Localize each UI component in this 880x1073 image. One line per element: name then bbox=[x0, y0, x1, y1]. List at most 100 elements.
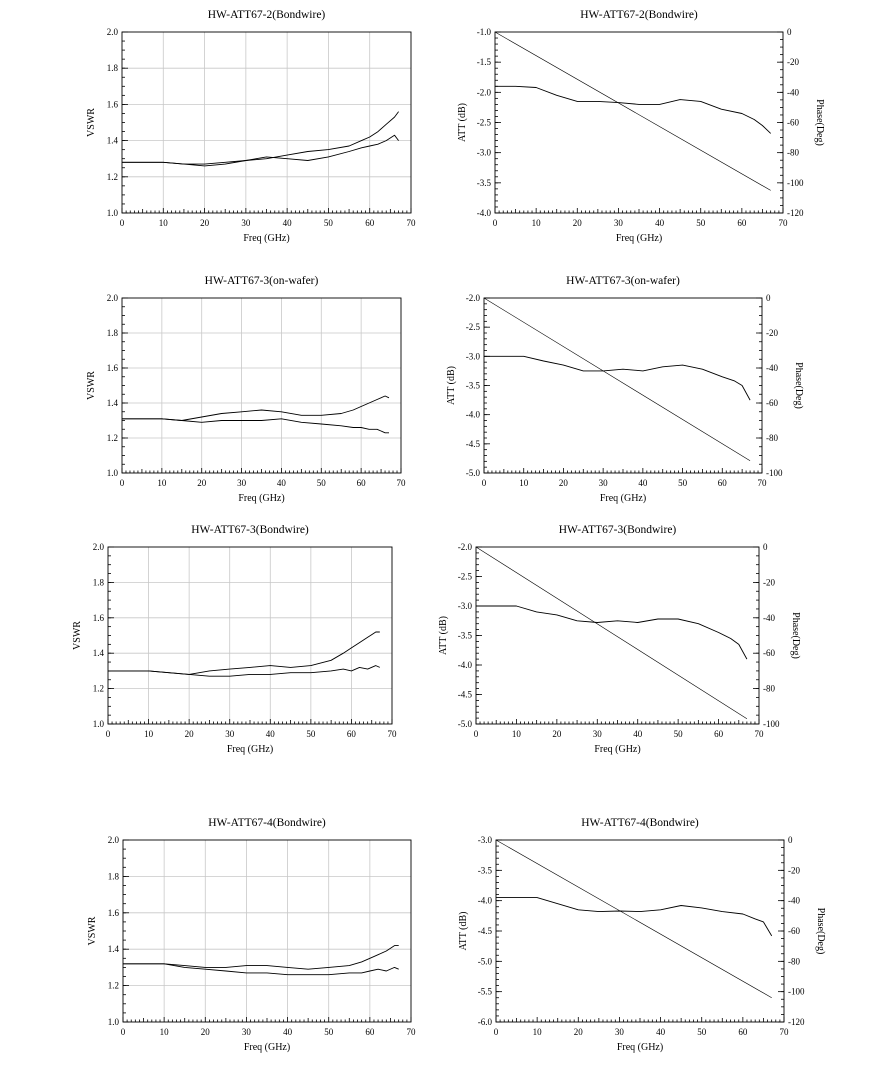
x-tick-label: 10 bbox=[532, 218, 542, 228]
y2-axis-title: Phase(Deg) bbox=[790, 612, 801, 659]
y-axis-title: ATT (dB) bbox=[446, 366, 457, 405]
y-tick-label: 1.4 bbox=[107, 136, 119, 146]
x-tick-label: 20 bbox=[197, 478, 207, 488]
y-tick-label: 1.4 bbox=[107, 398, 119, 408]
y-tick-label: -3.5 bbox=[466, 381, 481, 391]
y-tick-label: 1.0 bbox=[107, 208, 119, 218]
plot-frame bbox=[121, 31, 412, 214]
y2-tick-label: -60 bbox=[763, 648, 775, 658]
x-tick-label: 30 bbox=[615, 1027, 625, 1037]
y-tick-label: -5.0 bbox=[458, 719, 473, 729]
x-tick-label: 30 bbox=[237, 478, 247, 488]
y-tick-label: -4.5 bbox=[466, 439, 481, 449]
x-tick-label: 20 bbox=[574, 1027, 584, 1037]
x-tick-label: 50 bbox=[674, 729, 684, 739]
x-axis-title: Freq (GHz) bbox=[600, 493, 646, 504]
y-tick-label: -3.5 bbox=[477, 178, 492, 188]
y2-tick-label: -40 bbox=[766, 363, 778, 373]
x-tick-label: 30 bbox=[225, 729, 235, 739]
y2-tick-label: -60 bbox=[787, 118, 799, 128]
x-tick-label: 60 bbox=[347, 729, 357, 739]
y-tick-label: 1.8 bbox=[108, 871, 120, 881]
x-tick-label: 20 bbox=[573, 218, 583, 228]
y2-tick-label: -100 bbox=[763, 719, 780, 729]
x-tick-label: 60 bbox=[365, 218, 375, 228]
y-tick-label: -5.5 bbox=[478, 987, 493, 997]
x-tick-label: 60 bbox=[365, 1027, 375, 1037]
x-axis-title: Freq (GHz) bbox=[227, 744, 273, 755]
x-tick-label: 60 bbox=[357, 478, 367, 488]
x-tick-label: 70 bbox=[780, 1027, 790, 1037]
x-tick-label: 0 bbox=[120, 218, 125, 228]
y-tick-label: -4.0 bbox=[466, 410, 481, 420]
x-tick-label: 40 bbox=[283, 1027, 293, 1037]
y2-tick-label: -40 bbox=[763, 613, 775, 623]
x-tick-label: 10 bbox=[159, 218, 169, 228]
x-tick-label: 70 bbox=[758, 478, 768, 488]
y-tick-label: 1.0 bbox=[108, 1017, 120, 1027]
series-line-1 bbox=[484, 355, 751, 401]
y-tick-label: -5.0 bbox=[478, 956, 493, 966]
chart-8: 0 10 20 30 40 50 60 70 -3.0 -3.5 -4.0 -4.5 -5.0 -5.5 -… bbox=[458, 817, 826, 1053]
x-tick-label: 0 bbox=[121, 1027, 126, 1037]
x-tick-label: 0 bbox=[106, 729, 111, 739]
y-tick-label: -5.0 bbox=[466, 468, 481, 478]
y-tick-label: 2.0 bbox=[93, 542, 105, 552]
x-tick-label: 40 bbox=[266, 729, 276, 739]
x-tick-label: 70 bbox=[779, 218, 789, 228]
plot-frame bbox=[494, 31, 784, 214]
y-tick-label: 2.0 bbox=[107, 293, 119, 303]
y-tick-label: -4.0 bbox=[477, 208, 492, 218]
x-tick-label: 0 bbox=[474, 729, 479, 739]
y2-tick-label: -120 bbox=[788, 1017, 805, 1027]
y-axis-title: VSWR bbox=[86, 371, 97, 400]
y2-tick-label: -20 bbox=[766, 328, 778, 338]
y-tick-label: -4.5 bbox=[478, 926, 493, 936]
x-tick-label: 50 bbox=[697, 1027, 707, 1037]
y-tick-label: 1.8 bbox=[93, 577, 105, 587]
y-tick-label: 1.2 bbox=[108, 981, 119, 991]
y2-tick-label: -80 bbox=[788, 956, 800, 966]
plot-frame bbox=[121, 297, 402, 474]
x-tick-label: 20 bbox=[201, 1027, 211, 1037]
x-tick-label: 50 bbox=[696, 218, 706, 228]
x-tick-label: 30 bbox=[593, 729, 603, 739]
plot-frame bbox=[475, 546, 760, 725]
x-tick-label: 10 bbox=[533, 1027, 543, 1037]
y2-axis-title: Phase(Deg) bbox=[815, 908, 826, 955]
chart-2: 0 10 20 30 40 50 60 70 -1.0 -1.5 -2.0 -2.5 -3.0 -3.5 -… bbox=[457, 9, 825, 244]
y2-tick-label: -100 bbox=[788, 987, 805, 997]
y-tick-label: 1.8 bbox=[107, 328, 119, 338]
y2-tick-label: -40 bbox=[787, 87, 799, 97]
x-tick-label: 60 bbox=[714, 729, 724, 739]
x-tick-label: 70 bbox=[407, 1027, 417, 1037]
y-tick-label: -4.0 bbox=[458, 660, 473, 670]
chart-title: HW-ATT67-2(Bondwire) bbox=[208, 9, 326, 21]
y-tick-label: 1.2 bbox=[107, 172, 118, 182]
x-tick-label: 30 bbox=[614, 218, 624, 228]
chart-title: HW-ATT67-3(on-wafer) bbox=[205, 275, 319, 287]
phase-series-line bbox=[495, 839, 772, 998]
series-line-2 bbox=[123, 963, 399, 976]
x-tick-label: 10 bbox=[144, 729, 154, 739]
x-tick-label: 20 bbox=[552, 729, 562, 739]
plot-frame bbox=[483, 297, 763, 474]
y-tick-label: -6.0 bbox=[478, 1017, 493, 1027]
x-tick-label: 50 bbox=[306, 729, 316, 739]
series-line-2 bbox=[122, 134, 399, 167]
x-tick-label: 30 bbox=[241, 218, 251, 228]
x-axis-title: Freq (GHz) bbox=[238, 493, 284, 504]
x-axis-title: Freq (GHz) bbox=[616, 233, 662, 244]
y2-tick-label: -20 bbox=[788, 865, 800, 875]
chart-title: HW-ATT67-2(Bondwire) bbox=[580, 9, 698, 21]
x-tick-label: 10 bbox=[512, 729, 522, 739]
x-axis-title: Freq (GHz) bbox=[243, 233, 289, 244]
x-tick-label: 10 bbox=[519, 478, 529, 488]
y2-axis-title: Phase(Deg) bbox=[793, 362, 804, 409]
phase-series-line bbox=[483, 297, 751, 462]
series-line-2 bbox=[122, 418, 389, 434]
x-tick-label: 0 bbox=[120, 478, 125, 488]
x-axis-title: Freq (GHz) bbox=[617, 1042, 663, 1053]
x-tick-label: 20 bbox=[185, 729, 195, 739]
x-tick-label: 0 bbox=[482, 478, 487, 488]
